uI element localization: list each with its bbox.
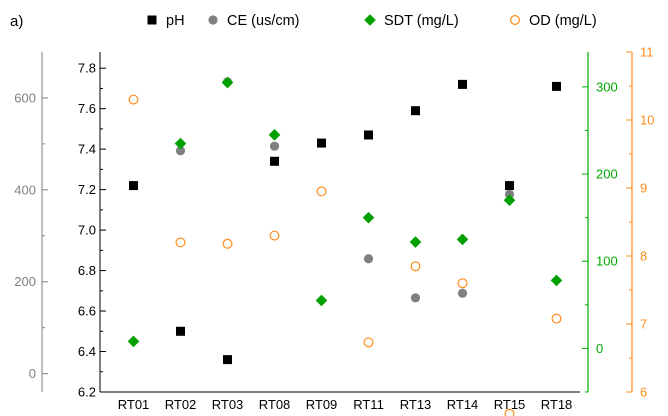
ph-tick-label: 6.6 <box>78 304 96 319</box>
sdt-point-rt13 <box>409 236 422 248</box>
axes: RT01 RT02 RT03 RT08 RT09 RT11 RT13 RT14 RT15 RT18… <box>14 45 654 413</box>
od-tick-label: 9 <box>640 181 647 196</box>
sdt-point-rt03 <box>221 76 234 89</box>
ph-tick-label: 7.6 <box>78 101 96 116</box>
legend: pH CE (us/cm) SDT (mg/L) OD (mg/L) <box>147 13 597 29</box>
ph-point-rt01 <box>129 181 138 191</box>
ce-point-rt14 <box>457 288 468 298</box>
od-point-rt14 <box>457 278 468 289</box>
ph-tick-label: 6.4 <box>78 344 96 359</box>
od-tick-label: 11 <box>640 45 654 60</box>
ph-point-rt09 <box>317 138 326 148</box>
ph-tick-label: 7.0 <box>78 223 96 238</box>
x-tick-label-rt15: RT15 <box>494 397 526 412</box>
ce-legend-label: CE (us/cm) <box>227 13 300 29</box>
ph-point-rt15 <box>505 181 514 191</box>
ph-legend-marker <box>147 15 157 25</box>
sdt-legend-label: SDT (mg/L) <box>384 13 459 29</box>
x-tick-label-rt08: RT08 <box>259 397 291 412</box>
od-tick-label: 7 <box>640 317 647 332</box>
sdt-point-rt15 <box>503 194 516 207</box>
ph-point-rt03 <box>223 355 232 365</box>
panel-label: a) <box>10 13 23 30</box>
od-tick-label: 8 <box>640 249 647 264</box>
od-tick-label: 10 <box>640 113 654 128</box>
x-tick-label-rt11: RT11 <box>353 397 384 412</box>
sdt-point-rt01 <box>127 335 140 348</box>
od-legend-label: OD (mg/L) <box>529 13 597 29</box>
ph-point-rt02 <box>176 326 185 336</box>
od-point-rt08 <box>269 230 280 241</box>
sdt-point-rt18 <box>550 274 563 287</box>
ce-point-rt02 <box>175 146 186 156</box>
od-point-rt18 <box>551 313 562 324</box>
od-point-rt13 <box>410 261 421 272</box>
ph-point-rt08 <box>270 156 279 166</box>
sdt-point-rt02 <box>174 137 187 150</box>
x-tick-label-rt14: RT14 <box>447 397 479 412</box>
x-tick-label-rt18: RT18 <box>541 397 573 412</box>
ce-tick-label: 400 <box>14 182 36 197</box>
ph-tick-label: 7.8 <box>78 61 96 76</box>
od-point-rt02 <box>175 237 186 248</box>
ph-legend-label: pH <box>166 13 185 29</box>
ph-tick-label: 7.4 <box>78 142 96 157</box>
x-tick-label-rt03: RT03 <box>212 397 244 412</box>
od-point-rt11 <box>363 337 374 348</box>
ph-point-rt11 <box>364 130 373 140</box>
sdt-tick-label: 0 <box>596 341 603 356</box>
sdt-point-rt08 <box>268 129 281 141</box>
sdt-tick-label: 100 <box>596 254 618 269</box>
x-tick-label-rt02: RT02 <box>165 397 197 412</box>
x-tick-label-rt09: RT09 <box>306 397 338 412</box>
od-point-rt03 <box>222 238 233 249</box>
ph-point-rt13 <box>411 106 420 116</box>
ph-point-rt18 <box>552 81 561 91</box>
sdt-legend-marker <box>364 14 376 26</box>
ce-point-rt08 <box>269 141 280 151</box>
ce-legend-marker <box>208 15 218 25</box>
ce-tick-label: 200 <box>14 274 36 289</box>
sdt-point-rt11 <box>362 211 375 224</box>
ce-tick-label: 0 <box>29 366 36 381</box>
x-tick-label-rt01: RT01 <box>118 397 150 412</box>
od-point-rt09 <box>316 186 327 197</box>
x-tick-label-rt13: RT13 <box>400 397 432 412</box>
ce-point-rt11 <box>363 254 374 264</box>
ph-point-rt14 <box>458 79 467 89</box>
od-point-rt15 <box>504 408 515 416</box>
ce-point-rt13 <box>410 293 421 303</box>
sdt-point-rt14 <box>456 233 469 246</box>
od-tick-label: 6 <box>640 385 647 400</box>
ce-tick-label: 600 <box>14 90 36 105</box>
sdt-point-rt09 <box>315 294 328 307</box>
ph-tick-label: 7.2 <box>78 182 96 197</box>
data-marks <box>127 76 563 416</box>
ph-tick-label: 6.2 <box>78 385 96 400</box>
ph-tick-label: 6.8 <box>78 263 96 278</box>
sdt-tick-label: 200 <box>596 167 618 182</box>
od-legend-marker <box>510 15 521 26</box>
sdt-tick-label: 300 <box>596 79 618 94</box>
od-point-rt01 <box>128 94 139 105</box>
